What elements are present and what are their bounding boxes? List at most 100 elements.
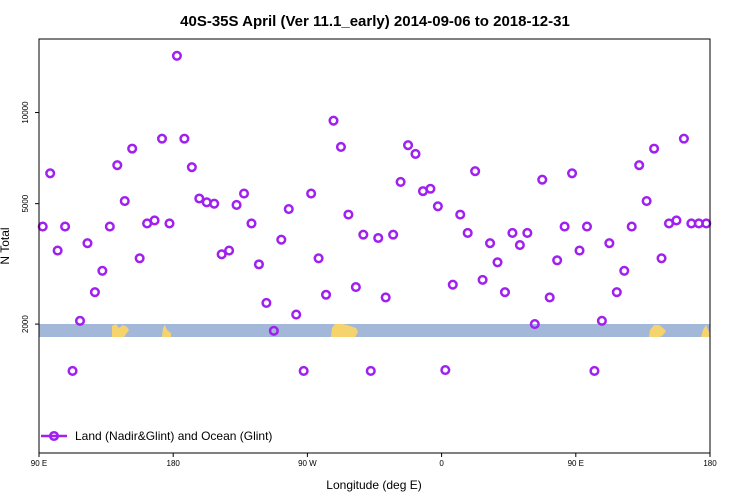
data-point xyxy=(350,282,361,293)
data-point xyxy=(567,168,578,179)
data-point xyxy=(649,143,660,154)
data-point xyxy=(589,365,600,377)
data-point xyxy=(253,259,264,270)
data-point xyxy=(492,257,503,268)
x-tick-label: 90 W xyxy=(298,459,317,468)
data-point xyxy=(291,309,302,320)
series-points xyxy=(37,50,712,377)
data-point xyxy=(224,245,235,256)
land-patch xyxy=(701,325,710,337)
data-point xyxy=(462,227,473,239)
plot-frame xyxy=(38,38,711,454)
data-point xyxy=(656,253,667,264)
data-point xyxy=(67,365,78,377)
data-point xyxy=(320,289,332,300)
ocean-band xyxy=(39,324,710,337)
legend-marker xyxy=(48,430,60,442)
data-point xyxy=(104,221,115,232)
x-tick-label: 90 E xyxy=(568,459,584,468)
data-point xyxy=(619,265,630,276)
x-tick-label: 180 xyxy=(167,459,181,468)
data-point xyxy=(507,227,518,239)
data-point xyxy=(164,218,175,229)
data-point xyxy=(477,274,488,285)
data-point xyxy=(45,168,56,179)
data-point xyxy=(671,215,682,226)
data-point xyxy=(425,183,436,194)
y-tick-label: 2000 xyxy=(21,315,30,333)
data-point xyxy=(432,201,443,212)
y-tick-label: 10000 xyxy=(21,101,30,124)
data-point xyxy=(485,238,496,249)
x-tick-label: 0 xyxy=(439,459,444,468)
data-point xyxy=(395,176,406,187)
y-tick-label: 5000 xyxy=(21,194,30,212)
x-tick-label: 180 xyxy=(703,459,717,468)
land-patch xyxy=(331,324,358,337)
data-point xyxy=(447,279,458,290)
data-point xyxy=(74,315,86,326)
data-point xyxy=(701,218,712,229)
data-point xyxy=(380,292,391,303)
data-point xyxy=(127,143,138,154)
legend: Land (Nadir&Glint) and Ocean (Glint) xyxy=(41,429,272,443)
data-point xyxy=(626,221,637,232)
data-point xyxy=(313,253,324,264)
data-point xyxy=(440,364,451,376)
data-point xyxy=(328,115,339,126)
data-point xyxy=(179,133,190,144)
data-point xyxy=(194,193,205,204)
data-point xyxy=(634,160,645,171)
data-point xyxy=(209,198,220,209)
data-point xyxy=(52,245,63,256)
data-point xyxy=(365,365,376,377)
data-point xyxy=(537,174,548,185)
data-point xyxy=(335,141,347,152)
data-point xyxy=(231,199,242,211)
data-point xyxy=(82,238,93,249)
data-point xyxy=(89,287,100,298)
data-point xyxy=(246,218,257,229)
data-point xyxy=(559,221,570,232)
data-point xyxy=(678,133,689,144)
data-point xyxy=(134,253,145,264)
data-point xyxy=(283,203,294,215)
legend-label: Land (Nadir&Glint) and Ocean (Glint) xyxy=(75,429,272,443)
data-point xyxy=(529,319,540,330)
y-axis-label: N Total xyxy=(0,227,12,264)
data-point xyxy=(574,245,585,256)
data-point xyxy=(596,315,607,326)
land-patches xyxy=(112,324,710,337)
data-point xyxy=(37,221,48,232)
surface-band xyxy=(39,324,710,337)
chart-title: 40S-35S April (Ver 11.1_early) 2014-09-0… xyxy=(180,13,570,30)
data-point xyxy=(268,325,279,336)
data-point xyxy=(298,365,309,377)
data-point xyxy=(119,196,130,207)
data-point xyxy=(97,265,108,276)
data-point xyxy=(112,160,123,171)
data-point xyxy=(522,227,533,239)
data-point xyxy=(388,229,399,240)
data-point xyxy=(60,221,71,232)
data-point xyxy=(455,209,466,220)
data-point xyxy=(186,162,197,173)
land-patch xyxy=(162,325,171,337)
data-point xyxy=(261,297,272,308)
data-point xyxy=(410,148,421,159)
data-point xyxy=(552,255,563,266)
data-point xyxy=(171,50,182,61)
data-point xyxy=(641,196,652,207)
data-point xyxy=(403,140,414,151)
data-point xyxy=(156,133,168,144)
y-axis: 2000 5000 10000 xyxy=(21,101,39,333)
x-axis-label: Longitude (deg E) xyxy=(326,478,421,492)
data-point xyxy=(604,238,615,249)
data-point xyxy=(216,249,227,260)
data-point xyxy=(514,239,525,251)
x-axis: 90 E 180 90 W 0 90 E 180 xyxy=(31,453,717,468)
data-point xyxy=(149,215,160,226)
data-point xyxy=(373,232,384,244)
data-point xyxy=(306,188,317,199)
